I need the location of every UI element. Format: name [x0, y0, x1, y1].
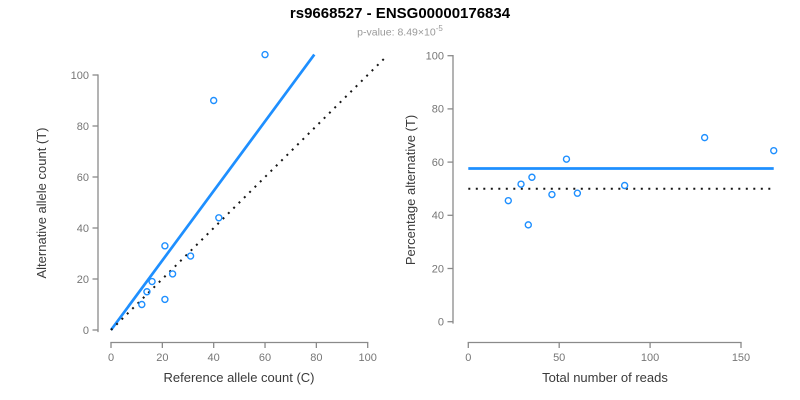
data-point	[528, 173, 536, 181]
data-point	[161, 242, 169, 250]
data-point	[504, 196, 512, 205]
y-tick-label: 0	[438, 317, 444, 329]
data-point	[562, 155, 571, 163]
x-tick-label: 40	[208, 352, 220, 364]
data-point	[524, 221, 532, 229]
data-point	[215, 214, 223, 222]
data-point	[517, 180, 525, 188]
percentage-scatter-panel: 0 50 100 150 0 20 40 60 80 100 Total number of re…	[403, 51, 778, 385]
x-tick-label: 100	[359, 352, 377, 364]
y-tick-label: 80	[77, 121, 89, 133]
data-point	[143, 288, 151, 296]
x-tick-label: 0	[108, 352, 114, 364]
data-point	[261, 50, 269, 59]
data-point	[148, 277, 156, 286]
y-tick-label: 60	[432, 157, 444, 169]
identity-line	[110, 55, 388, 331]
y-axis-label: Percentage alternative (T)	[403, 115, 418, 265]
data-point	[700, 133, 709, 142]
x-tick-label: 60	[259, 352, 271, 364]
pvalue-text: p-value: 8.49×10	[357, 26, 436, 39]
y-tick-label: 100	[426, 51, 444, 63]
y-tick-label: 80	[432, 104, 444, 116]
data-point	[620, 181, 629, 190]
pvalue-subtitle: p-value: 8.49×10-5	[0, 24, 800, 39]
data-point	[770, 146, 778, 155]
data-point	[161, 295, 169, 304]
data-point	[138, 300, 146, 309]
y-tick-label: 60	[77, 172, 89, 184]
y-tick-label: 0	[83, 325, 89, 337]
x-tick-label: 50	[553, 352, 565, 364]
fit-line	[109, 53, 316, 331]
data-point	[573, 189, 582, 197]
data-point	[186, 252, 195, 260]
x-tick-label: 20	[156, 352, 168, 364]
data-point	[548, 190, 556, 199]
pvalue-exponent: -5	[435, 24, 443, 33]
x-tick-label: 0	[465, 352, 471, 364]
y-tick-label: 100	[71, 70, 89, 82]
allele-count-scatter-panel: 0 20 40 60 80 100 0 20 40 60 80 100 Reference allel…	[34, 50, 388, 385]
y-tick-label: 40	[77, 223, 89, 235]
x-tick-label: 150	[732, 352, 750, 364]
data-point	[168, 270, 177, 278]
x-axis-label: Total number of reads	[542, 370, 668, 385]
x-axis-label: Reference allele count (C)	[163, 370, 314, 385]
y-tick-label: 40	[432, 210, 444, 222]
y-tick-label: 20	[77, 274, 89, 286]
data-point	[209, 96, 218, 105]
x-tick-label: 100	[641, 352, 659, 364]
y-axis-label: Alternative allele count (T)	[34, 127, 49, 278]
y-tick-label: 20	[432, 263, 444, 275]
page-title: rs9668527 - ENSG00000176834	[289, 5, 511, 22]
x-tick-label: 80	[310, 352, 322, 364]
